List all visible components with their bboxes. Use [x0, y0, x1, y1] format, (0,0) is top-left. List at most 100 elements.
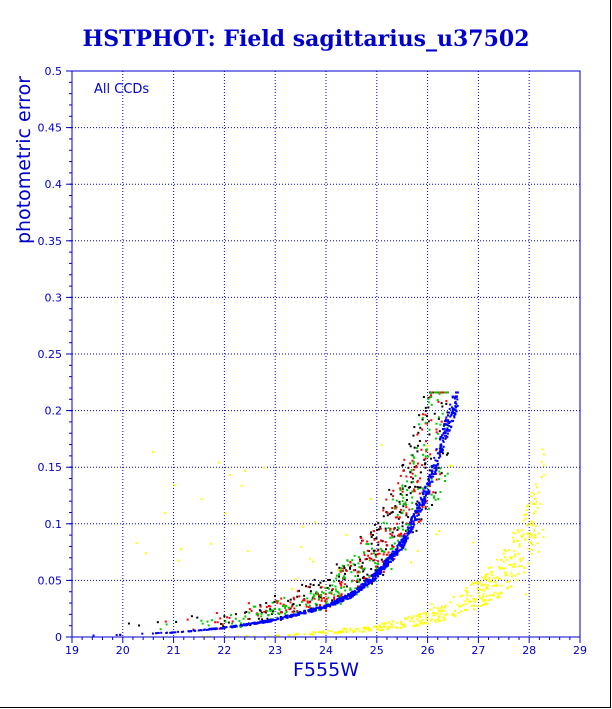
data-point	[273, 608, 276, 611]
data-point	[412, 434, 415, 437]
data-point	[438, 430, 441, 433]
data-point	[436, 463, 439, 466]
data-point	[165, 623, 168, 626]
data-point	[318, 608, 321, 611]
data-point	[466, 598, 469, 601]
y-tick-label: 0.45	[38, 122, 63, 135]
data-point	[127, 622, 130, 625]
data-point	[374, 565, 377, 568]
data-point	[454, 397, 457, 400]
data-point	[336, 590, 339, 593]
data-point	[389, 557, 392, 560]
data-point	[482, 599, 485, 602]
data-point	[320, 593, 323, 596]
data-point	[352, 629, 355, 632]
data-point	[349, 593, 352, 596]
data-point	[253, 635, 256, 638]
data-point	[277, 600, 280, 603]
data-point	[315, 606, 318, 609]
data-point	[292, 610, 295, 613]
data-point	[448, 422, 451, 425]
data-point	[292, 603, 295, 606]
data-point	[333, 599, 336, 602]
data-point	[228, 616, 231, 619]
data-point	[426, 445, 429, 448]
data-point	[404, 617, 407, 620]
data-point	[342, 630, 345, 633]
data-point	[443, 391, 446, 394]
data-point	[289, 601, 292, 604]
data-point	[439, 445, 442, 448]
data-point	[472, 598, 475, 601]
data-point	[217, 461, 220, 464]
data-point	[436, 391, 439, 394]
data-point	[391, 534, 394, 537]
data-point	[234, 617, 237, 620]
data-point	[349, 567, 352, 570]
data-point	[385, 558, 388, 561]
data-point	[517, 552, 520, 555]
data-point	[395, 506, 398, 509]
data-point	[435, 449, 438, 452]
data-point	[424, 457, 427, 460]
data-point	[372, 577, 375, 580]
data-point	[525, 509, 528, 512]
data-point	[385, 522, 388, 525]
data-point	[420, 504, 423, 507]
data-point	[320, 586, 323, 589]
data-point	[395, 548, 398, 551]
data-point	[500, 558, 503, 561]
data-point	[333, 596, 336, 599]
data-point	[486, 578, 489, 581]
data-point	[425, 616, 428, 619]
data-point	[369, 629, 372, 632]
data-point	[354, 575, 357, 578]
data-point	[413, 465, 416, 468]
data-point	[367, 543, 370, 546]
data-point	[424, 494, 427, 497]
data-point	[381, 560, 384, 563]
data-point	[241, 624, 244, 627]
data-point	[433, 496, 436, 499]
data-point	[387, 557, 390, 560]
data-point	[455, 402, 458, 405]
data-point	[433, 606, 436, 609]
data-point	[382, 506, 385, 509]
data-point	[428, 433, 431, 436]
data-point	[410, 517, 413, 520]
data-point	[406, 526, 409, 529]
data-point	[434, 498, 437, 501]
data-point	[337, 569, 340, 572]
data-point	[353, 554, 356, 557]
data-point	[377, 562, 380, 565]
data-point	[472, 541, 475, 544]
data-point	[401, 486, 404, 489]
data-point	[412, 620, 415, 623]
data-point	[414, 474, 417, 477]
data-point	[409, 445, 412, 448]
data-point	[477, 591, 480, 594]
data-point	[433, 619, 436, 622]
data-point	[221, 623, 224, 626]
data-point	[345, 597, 348, 600]
data-point	[232, 625, 235, 628]
data-point	[391, 626, 394, 629]
data-point	[269, 608, 272, 611]
data-point	[405, 493, 408, 496]
data-point	[409, 530, 412, 533]
data-point	[350, 580, 353, 583]
data-point	[433, 412, 436, 415]
data-point	[441, 450, 444, 453]
data-point	[416, 444, 419, 447]
data-point	[380, 566, 383, 569]
data-point	[401, 540, 404, 543]
data-point	[441, 609, 444, 612]
data-point	[292, 613, 295, 616]
data-point	[317, 595, 320, 598]
data-point	[229, 474, 232, 477]
data-point	[399, 474, 402, 477]
data-point	[358, 571, 361, 574]
data-point	[482, 595, 485, 598]
data-point	[175, 620, 178, 623]
data-point	[424, 501, 427, 504]
